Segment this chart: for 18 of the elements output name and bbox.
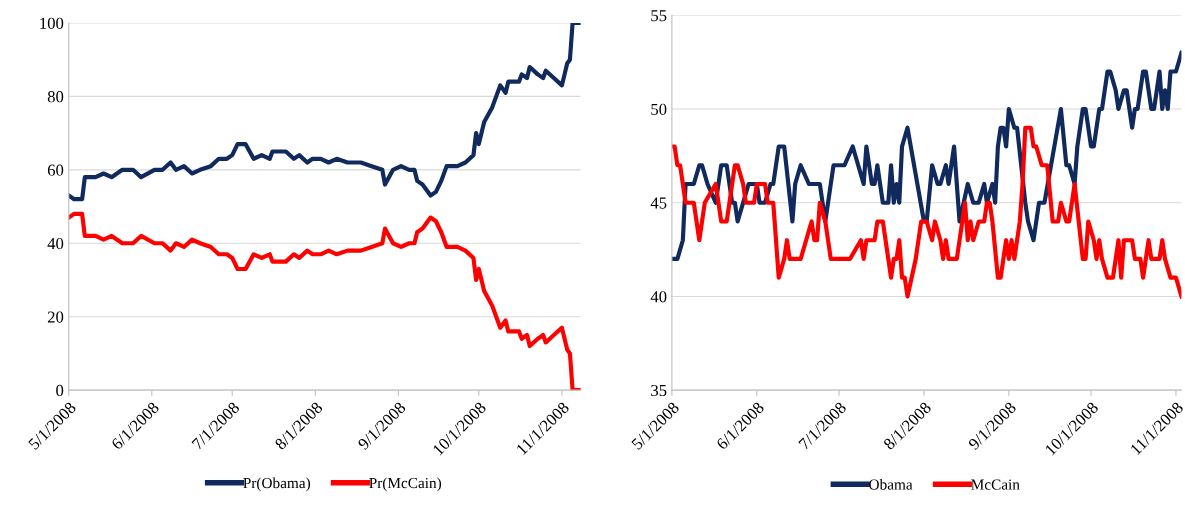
y-tick-label: 60 bbox=[47, 164, 64, 176]
legend-label: Pr(Obama) bbox=[243, 477, 311, 492]
y-tick-label: 55 bbox=[651, 10, 667, 22]
y-tick-label: 40 bbox=[47, 237, 64, 250]
y-tick-label: 80 bbox=[47, 91, 64, 103]
y-tick-label: 35 bbox=[651, 384, 667, 397]
y-tick-label: 40 bbox=[650, 291, 667, 303]
line-series bbox=[671, 50, 1182, 262]
y-tick-label: 50 bbox=[651, 103, 667, 115]
y-tick-label: 0 bbox=[56, 384, 64, 397]
y-tick-label: 100 bbox=[40, 17, 64, 29]
legend-label: Pr(McCain) bbox=[369, 477, 442, 492]
line-series bbox=[671, 125, 1182, 299]
y-tick-label: 20 bbox=[47, 311, 64, 323]
line-series bbox=[68, 22, 581, 202]
legend-label: Obama bbox=[869, 478, 913, 490]
y-tick-label: 45 bbox=[650, 197, 667, 209]
legend-label: McCain bbox=[971, 479, 1020, 490]
